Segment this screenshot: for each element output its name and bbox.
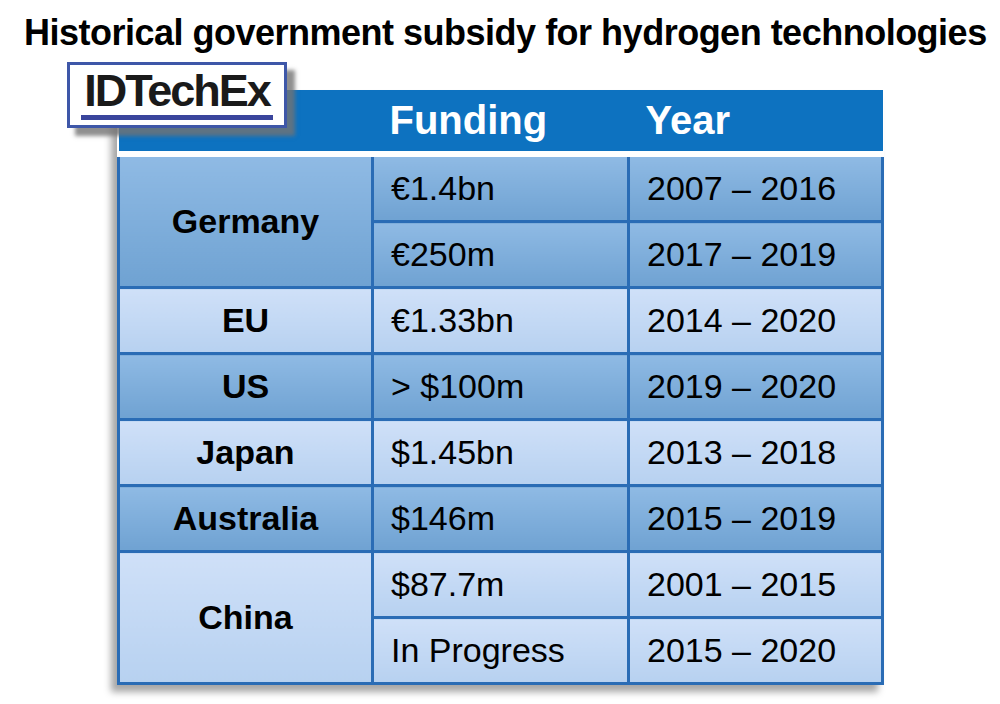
year-cell: 2015 – 2020 [629, 618, 883, 684]
year-cell: 2001 – 2015 [629, 552, 883, 618]
funding-cell: €1.4bn [373, 154, 629, 222]
funding-cell: In Progress [373, 618, 629, 684]
table-row: Germany €1.4bn 2007 – 2016 [119, 154, 883, 222]
year-cell: 2015 – 2019 [629, 486, 883, 552]
idtechex-logo-underline [81, 115, 273, 120]
year-cell: 2013 – 2018 [629, 420, 883, 486]
year-cell: 2019 – 2020 [629, 354, 883, 420]
funding-cell: €250m [373, 222, 629, 288]
year-cell: 2014 – 2020 [629, 288, 883, 354]
year-cell: 2017 – 2019 [629, 222, 883, 288]
page-title: Historical government subsidy for hydrog… [24, 12, 987, 54]
country-cell: Japan [119, 420, 373, 486]
header-funding: Funding [373, 90, 629, 154]
idtechex-logo: IDTechEx [67, 62, 287, 128]
table-row: US > $100m 2019 – 2020 [119, 354, 883, 420]
header-year: Year [629, 90, 883, 154]
country-cell: Australia [119, 486, 373, 552]
year-cell: 2007 – 2016 [629, 154, 883, 222]
country-cell: US [119, 354, 373, 420]
funding-cell: > $100m [373, 354, 629, 420]
country-cell: Germany [119, 154, 373, 288]
funding-cell: $146m [373, 486, 629, 552]
funding-cell: $1.45bn [373, 420, 629, 486]
table-row: China $87.7m 2001 – 2015 [119, 552, 883, 618]
funding-cell: €1.33bn [373, 288, 629, 354]
subsidy-table: Funding Year Germany €1.4bn 2007 – 2016 … [117, 90, 884, 685]
table-row: EU €1.33bn 2014 – 2020 [119, 288, 883, 354]
table-row: Japan $1.45bn 2013 – 2018 [119, 420, 883, 486]
idtechex-logo-text: IDTechEx [84, 68, 270, 113]
table-row: Australia $146m 2015 – 2019 [119, 486, 883, 552]
country-cell: EU [119, 288, 373, 354]
country-cell: China [119, 552, 373, 684]
funding-cell: $87.7m [373, 552, 629, 618]
